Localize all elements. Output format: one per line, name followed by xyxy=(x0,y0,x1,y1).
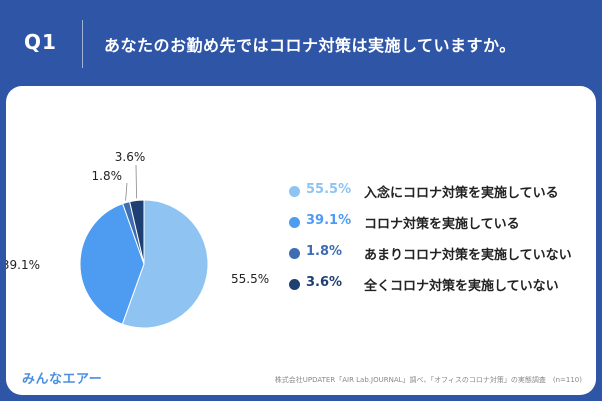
legend-percent: 55.5% xyxy=(306,182,352,197)
chart-card: 55.5% 39.1% 1.8% 3.6% 55.5% 入念にコロナ対策を実施している… xyxy=(6,86,596,395)
slice-value-label: 1.8% xyxy=(92,169,123,183)
question-number: Q1 xyxy=(24,30,57,54)
legend-percent: 1.8% xyxy=(306,244,343,259)
slice-value-label: 3.6% xyxy=(115,150,146,164)
brand-logo: みんなエアー xyxy=(22,372,103,387)
legend-swatch xyxy=(289,186,300,197)
legend-percent: 3.6% xyxy=(306,275,343,290)
legend-swatch xyxy=(289,279,300,290)
pie-slice xyxy=(79,203,145,325)
legend-percent: 39.1% xyxy=(306,213,352,228)
pie-chart: 55.5% 39.1% 1.8% 3.6% xyxy=(6,150,269,329)
slice-value-label: 55.5% xyxy=(231,272,269,286)
pie-slice xyxy=(129,199,145,265)
legend-label: あまりコロナ対策を実施していない xyxy=(364,248,572,263)
header: Q1 あなたのお勤め先ではコロナ対策は実施していますか。 xyxy=(0,0,602,88)
pie-slice xyxy=(121,199,209,329)
leader-line xyxy=(135,164,137,199)
legend-label: 全くコロナ対策を実施していない xyxy=(364,279,559,294)
legend-swatch xyxy=(289,248,300,259)
legend-swatch xyxy=(289,217,300,228)
header-divider xyxy=(82,20,83,68)
slice-value-label: 39.1% xyxy=(6,258,40,272)
question-text: あなたのお勤め先ではコロナ対策は実施していますか。 xyxy=(104,36,516,55)
leader-line xyxy=(125,182,128,201)
legend-label: コロナ対策を実施している xyxy=(364,217,520,232)
source-note: 株式会社UPDATER「AIR Lab.JOURNAL」調べ、「オフィスのコロナ… xyxy=(274,376,582,384)
legend-label: 入念にコロナ対策を実施している xyxy=(364,186,559,201)
